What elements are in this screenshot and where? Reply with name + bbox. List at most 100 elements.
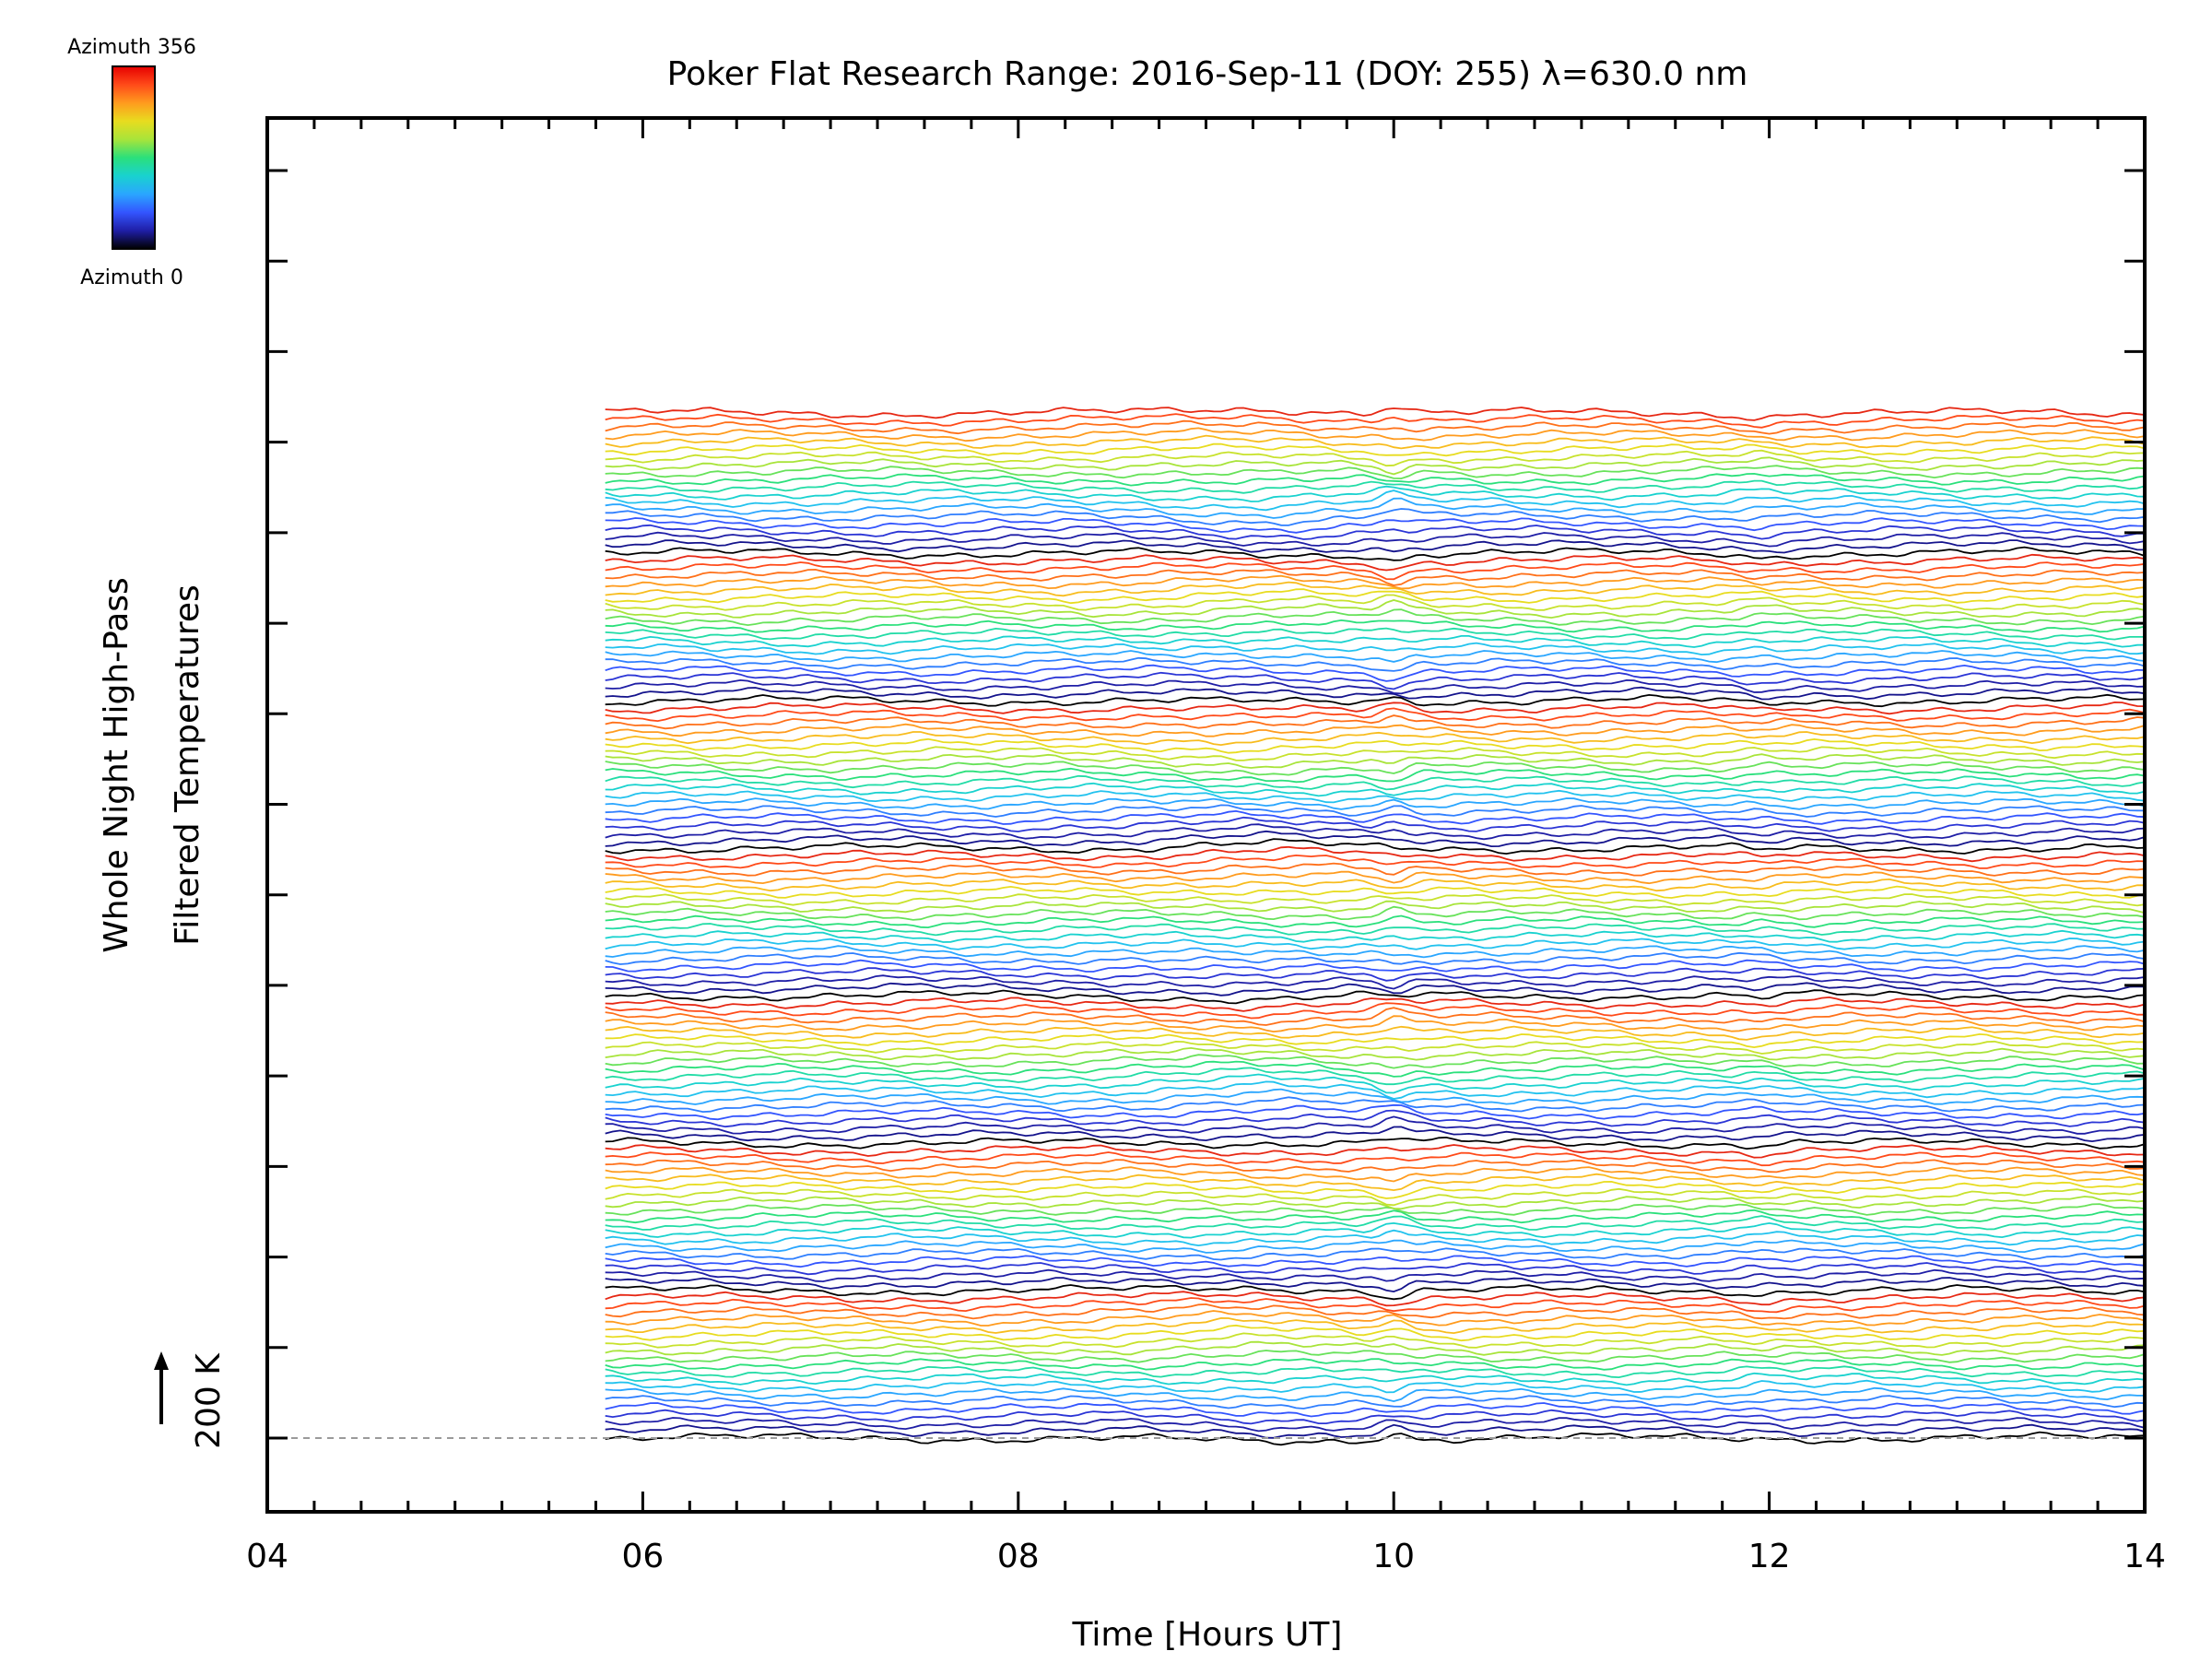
series-line [605,693,2146,708]
series-line [605,1277,2146,1293]
x-tick-label: 12 [1748,1538,1791,1575]
series-line [605,823,2146,841]
series-line [605,974,2146,990]
series-line [605,1402,2146,1418]
series-line [605,619,2146,633]
series-line [605,1187,2146,1207]
series-line [605,1080,2146,1100]
series-line [605,1229,2146,1247]
series-line [605,1126,2146,1143]
series-line [605,753,2146,769]
series-line [605,1151,2146,1167]
series-line [605,1025,2146,1041]
series-line [605,707,2146,723]
series-line [605,1431,2146,1446]
series-line [605,524,2146,540]
series-line [605,1115,2146,1135]
series-line [605,581,2146,597]
series-line [605,797,2146,810]
chart-title: Poker Flat Research Range: 2016-Sep-11 (… [667,55,1748,93]
series-line [605,599,2146,619]
series-line [605,945,2146,959]
series-line [605,1046,2146,1061]
y-axis-label-line2: Filtered Temperatures [169,584,206,946]
series-line [605,531,2146,548]
series-line [605,1284,2146,1301]
series-line [605,982,2146,997]
series-line [605,923,2146,937]
series-line [605,1310,2146,1327]
series-line [605,938,2146,950]
series-line [605,761,2146,776]
series-line [605,1239,2146,1254]
x-tick-label: 04 [246,1538,288,1575]
series-line [605,905,2146,921]
series-line [605,489,2146,512]
series-line [605,678,2146,695]
series-line [605,1060,2146,1078]
series-line [605,714,2146,730]
series-line [605,900,2146,914]
x-tick-label: 10 [1372,1538,1415,1575]
series-line [605,1423,2146,1439]
series-line [605,497,2145,519]
series-line [605,517,2146,534]
series-line [605,485,2146,502]
series-line [605,1040,2146,1055]
series-line [605,1365,2146,1379]
series-line [605,1386,2145,1403]
series-line [605,854,2146,869]
colorbar-top-label: Azimuth 356 [67,36,196,59]
series-line [605,635,2146,648]
series-line [605,1144,2146,1159]
series-line [605,929,2146,943]
series-line [605,1166,2146,1183]
scale-arrow-head [154,1351,169,1370]
series-line [605,449,2146,467]
series-line [605,870,2146,885]
colorbar: Azimuth 356 Azimuth 0 [67,36,196,289]
series-line [605,472,2146,487]
series-line [605,561,2146,581]
y-axis-label-line1: Whole Night High-Pass [98,577,135,953]
series-line [605,1054,2146,1069]
series-line [605,1268,2146,1283]
series-line [605,1173,2146,1192]
series-line [605,650,2146,664]
series-line [605,664,2146,682]
series-line [605,413,2146,429]
series-line [605,427,2146,442]
colorbar-bottom-label: Azimuth 0 [80,266,183,289]
series-line [605,1109,2146,1128]
series-line [605,789,2146,804]
series-line [605,1324,2146,1342]
x-tick-label: 06 [621,1538,664,1575]
series-line [605,642,2146,656]
series-line [605,1340,2146,1356]
series-line [605,1203,2146,1216]
scale-indicator: 200 K [154,1351,228,1449]
series-line [605,407,2146,421]
series-line [605,1159,2146,1174]
series-line [605,588,2146,605]
series-line [605,959,2146,973]
series-line [605,1262,2146,1276]
series-line [605,1379,2146,1394]
series-line [605,1215,2146,1232]
series-line [605,1221,2146,1239]
series-line [605,830,2146,848]
series-line [605,774,2146,791]
series-line [605,1180,2146,1199]
series-line [605,914,2146,929]
series-line [605,1316,2146,1335]
series-line [605,816,2146,832]
series-line [605,608,2146,627]
series-line [605,1073,2146,1094]
x-tick-label: 08 [997,1538,1040,1575]
series-line [605,671,2146,690]
series-line [605,1395,2146,1409]
series-line [605,1303,2146,1320]
series-line [605,1002,2145,1020]
series-line [605,1247,2146,1261]
